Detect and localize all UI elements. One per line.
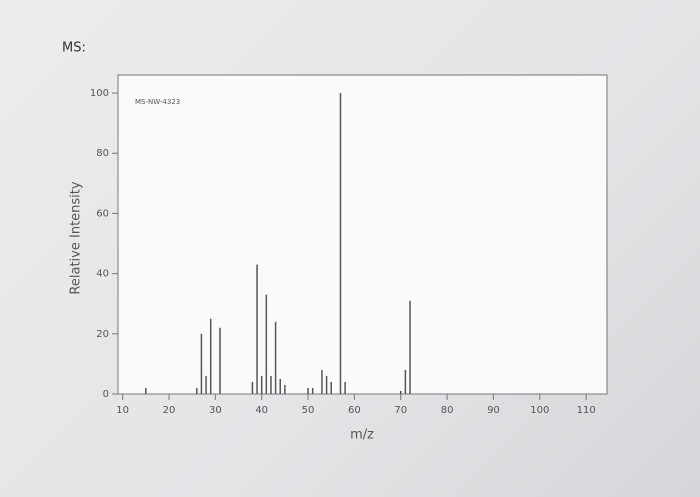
peak (209, 318, 212, 394)
y-axis-label: Relative Intensity (69, 181, 84, 294)
peak (279, 378, 281, 394)
peak (270, 375, 272, 394)
peak (265, 294, 268, 394)
y-tick-label: 80 (96, 148, 109, 159)
y-tick-label: 0 (103, 389, 109, 400)
peak (399, 390, 402, 394)
peak (145, 387, 147, 394)
y-tick-label: 40 (96, 269, 109, 280)
peak (251, 381, 254, 394)
x-tick-label: 30 (209, 405, 222, 416)
x-tick-label: 70 (394, 405, 407, 416)
peak (260, 375, 263, 394)
plot-area (117, 74, 608, 395)
peak (311, 387, 314, 394)
x-tick-label: 10 (116, 405, 129, 416)
peak (219, 327, 221, 394)
x-tick-label: 100 (530, 405, 549, 416)
x-tick-label: 80 (441, 405, 454, 416)
x-axis-label: m/z (350, 428, 374, 443)
peak (409, 300, 411, 394)
peak (284, 384, 286, 394)
peak (274, 321, 277, 394)
peak (256, 264, 258, 394)
peak (196, 387, 198, 394)
y-tick-label: 60 (96, 208, 109, 219)
x-tick-label: 50 (302, 405, 315, 416)
x-tick-label: 40 (255, 405, 268, 416)
peak (205, 375, 207, 394)
peak (330, 381, 332, 394)
peak (404, 369, 407, 394)
peak (325, 375, 328, 394)
peak (344, 381, 346, 394)
peak (339, 93, 342, 394)
heading: MS: (62, 41, 86, 56)
x-tick-label: 60 (348, 405, 361, 416)
y-tick-label: 100 (90, 88, 109, 99)
peak (200, 333, 203, 394)
annotation: MS-NW-4323 (135, 98, 180, 106)
y-tick-label: 20 (96, 329, 109, 340)
x-tick-label: 110 (577, 405, 596, 416)
x-tick-label: 20 (163, 405, 176, 416)
peak (321, 369, 323, 394)
x-tick-label: 90 (487, 405, 500, 416)
peak (307, 387, 309, 394)
